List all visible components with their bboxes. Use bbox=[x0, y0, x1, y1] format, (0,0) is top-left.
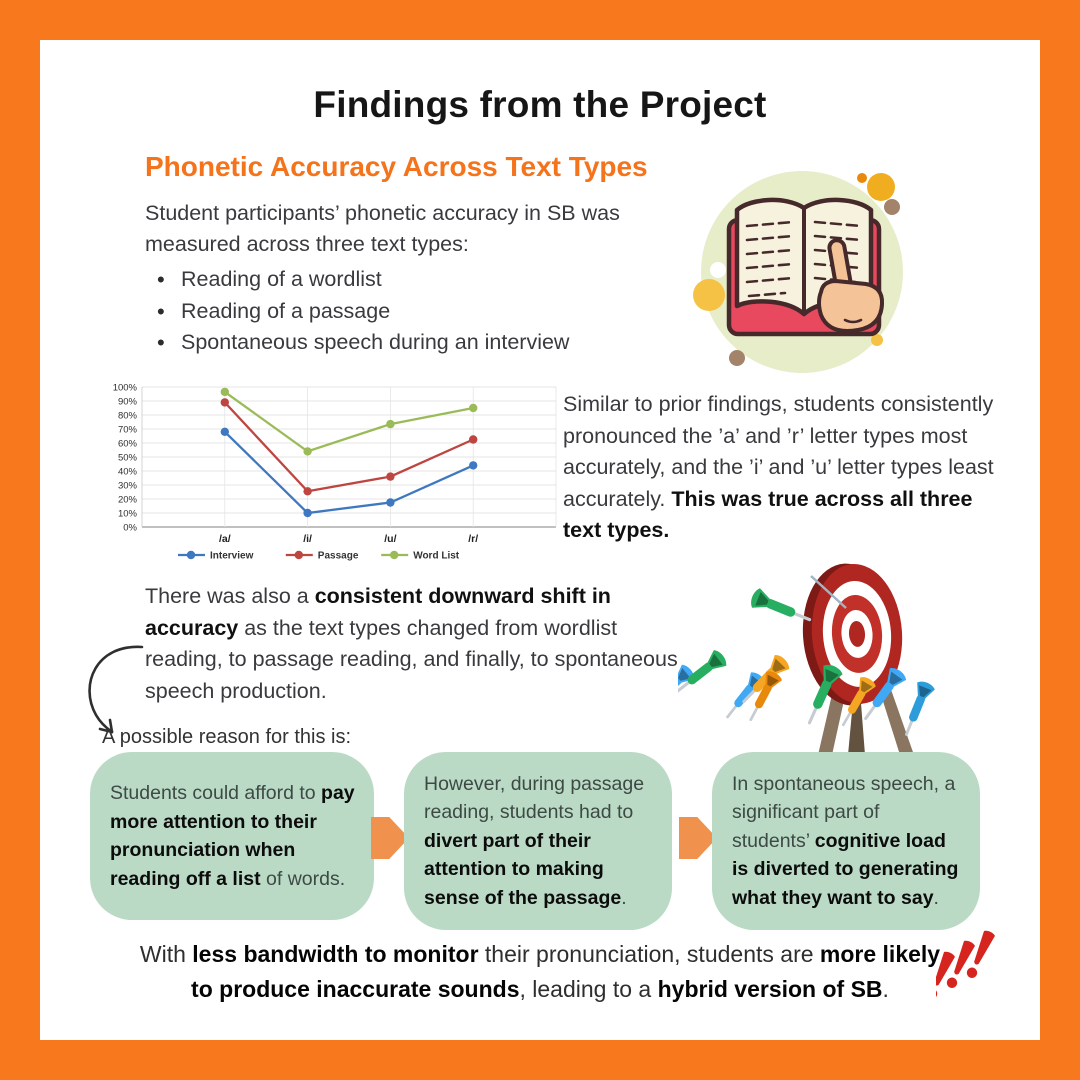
svg-text:/r/: /r/ bbox=[468, 533, 478, 545]
svg-text:0%: 0% bbox=[123, 523, 137, 534]
svg-text:30%: 30% bbox=[118, 481, 138, 492]
bullet-item: Reading of a passage bbox=[145, 296, 710, 328]
svg-text:/u/: /u/ bbox=[384, 533, 396, 545]
reason-box-text: However, during passage reading, student… bbox=[424, 772, 645, 909]
finding-letter-types: Similar to prior findings, students cons… bbox=[563, 392, 994, 542]
svg-text:/a/: /a/ bbox=[219, 533, 231, 545]
dartboard-illustration bbox=[678, 563, 938, 755]
reason-box-speech: In spontaneous speech, a significant par… bbox=[712, 752, 980, 930]
svg-text:40%: 40% bbox=[118, 467, 138, 478]
intro-block: Student participants’ phonetic accuracy … bbox=[145, 198, 710, 359]
svg-text:20%: 20% bbox=[118, 495, 138, 506]
svg-text:10%: 10% bbox=[118, 509, 138, 520]
curved-arrow-icon bbox=[88, 645, 144, 734]
accuracy-chart-panel: 0% 10% 20% 30% 40% 50% 60% 70% 80% 90% 100% /a/ /i/ /… bbox=[90, 377, 570, 582]
svg-text:80%: 80% bbox=[118, 411, 138, 422]
svg-text:/i/: /i/ bbox=[303, 533, 312, 545]
slide-canvas: Findings from the Project Phonetic Accur… bbox=[40, 40, 1040, 1040]
bullet-item: Reading of a wordlist bbox=[145, 264, 710, 296]
section-subtitle: Phonetic Accuracy Across Text Types bbox=[145, 151, 648, 182]
book-illustration bbox=[693, 171, 903, 373]
svg-text:Interview: Interview bbox=[210, 551, 254, 562]
reason-box-passage: However, during passage reading, student… bbox=[404, 752, 672, 930]
emphasis-exclamation-icon bbox=[936, 929, 996, 1001]
page-title: Findings from the Project bbox=[313, 84, 767, 125]
text-type-bullet-list: Reading of a wordlistReading of a passag… bbox=[145, 264, 710, 359]
reason-box-text: Students could afford to pay more attent… bbox=[110, 782, 355, 890]
svg-text:Passage: Passage bbox=[318, 551, 359, 562]
svg-text:60%: 60% bbox=[118, 439, 138, 450]
svg-text:70%: 70% bbox=[118, 425, 138, 436]
pointing-hand-icon bbox=[817, 238, 885, 333]
svg-text:50%: 50% bbox=[118, 453, 138, 464]
intro-lead: Student participants’ phonetic accuracy … bbox=[145, 201, 620, 256]
svg-text:100%: 100% bbox=[113, 383, 138, 394]
conclusion-text: With less bandwidth to monitor their pro… bbox=[139, 941, 941, 1002]
reason-box-wordlist: Students could afford to pay more attent… bbox=[90, 752, 374, 920]
reason-box-text: In spontaneous speech, a significant par… bbox=[732, 772, 959, 909]
bullet-item: Spontaneous speech during an interview bbox=[145, 327, 710, 359]
reason-label: A possible reason for this is: bbox=[102, 726, 352, 748]
accuracy-line-chart: 0% 10% 20% 30% 40% 50% 60% 70% 80% 90% 100% /a/ /i/ /… bbox=[113, 383, 557, 562]
svg-text:Word List: Word List bbox=[413, 551, 460, 562]
finding-downward-shift: There was also a consistent downward shi… bbox=[145, 584, 678, 703]
svg-text:90%: 90% bbox=[118, 397, 138, 408]
